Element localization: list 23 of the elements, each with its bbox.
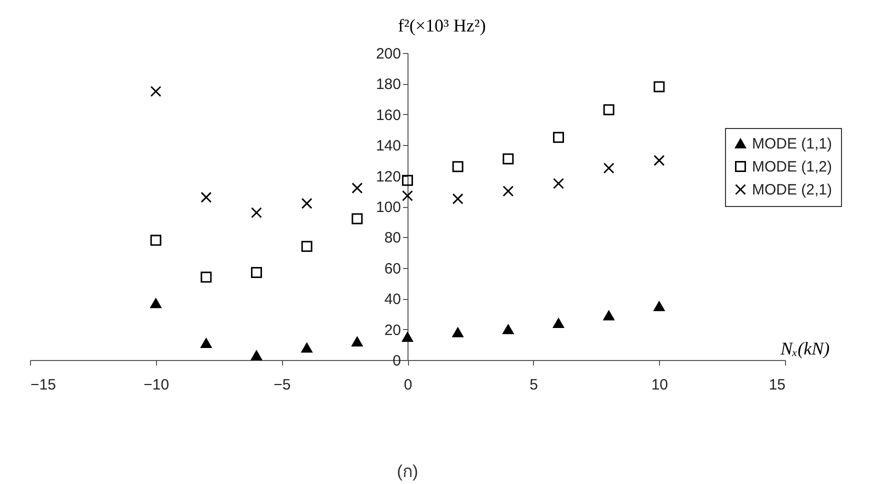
x-tick-label: −5 [274, 376, 291, 394]
x-tick-label: 15 [768, 376, 786, 394]
y-tick-label: 120 [376, 168, 401, 186]
x-axis-title: Nₓ(kN) [780, 338, 830, 358]
legend-label: MODE (1,2) [752, 158, 832, 176]
x-tick-label: 0 [404, 376, 412, 394]
y-tick-label: 160 [376, 106, 401, 124]
x-tick-label: 5 [530, 376, 538, 394]
legend-label: MODE (2,1) [752, 182, 832, 198]
y-tick-label: 200 [376, 46, 401, 62]
y-tick-label: 140 [376, 138, 401, 155]
text: (ก) [396, 462, 418, 481]
y-axis-title: f²(×10³ Hz²) [398, 16, 486, 36]
legend-label: MODE (1,1) [752, 136, 832, 152]
x-tick-label: −15 [30, 376, 56, 394]
y-tick-label: 80 [384, 230, 401, 247]
y-tick-label: 60 [384, 260, 401, 278]
y-tick-label: 20 [384, 322, 401, 339]
y-tick-label: 40 [384, 291, 401, 308]
x-tick-label: −10 [144, 376, 170, 394]
y-tick-label: 180 [376, 76, 401, 94]
y-tick-label: 100 [376, 199, 401, 216]
x-tick-label: 10 [651, 376, 668, 394]
